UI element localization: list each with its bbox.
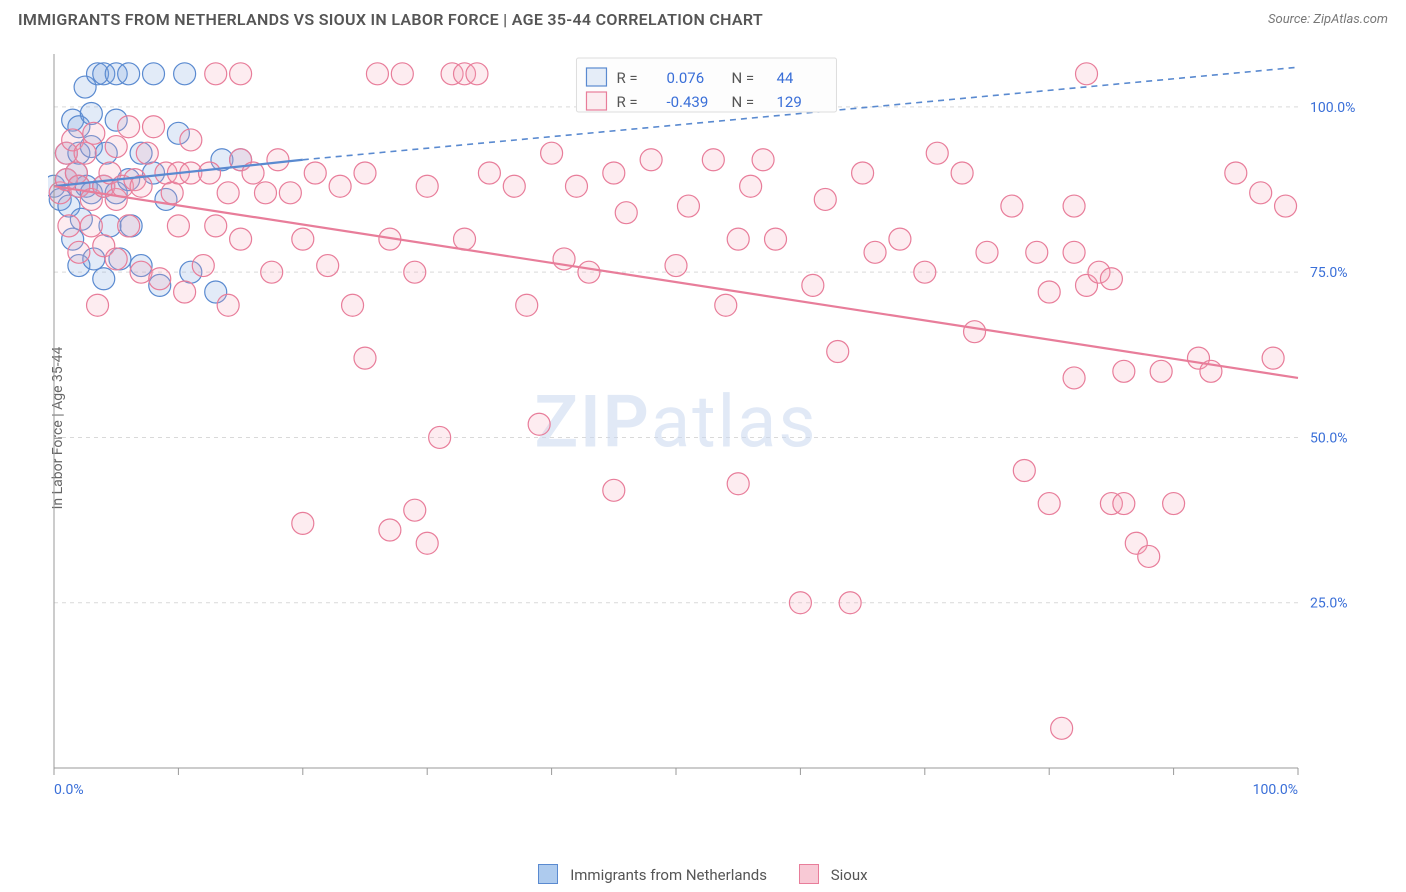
chart-title: IMMIGRANTS FROM NETHERLANDS VS SIOUX IN … bbox=[18, 10, 763, 29]
svg-text:R =: R = bbox=[616, 93, 637, 111]
svg-text:50.0%: 50.0% bbox=[1310, 430, 1348, 446]
svg-text:44: 44 bbox=[776, 69, 793, 87]
legend-item-sioux: Sioux bbox=[799, 864, 868, 884]
source-label: Source: ZipAtlas.com bbox=[1268, 12, 1388, 27]
plot-area: In Labor Force | Age 35-44 ZIPatlas25.0%… bbox=[48, 48, 1368, 808]
svg-text:N =: N = bbox=[731, 69, 754, 87]
svg-text:ZIPatlas: ZIPatlas bbox=[534, 380, 817, 465]
svg-text:75.0%: 75.0% bbox=[1310, 265, 1348, 281]
svg-text:R =: R = bbox=[616, 69, 637, 87]
svg-text:100.0%: 100.0% bbox=[1253, 782, 1298, 798]
svg-text:25.0%: 25.0% bbox=[1310, 596, 1348, 612]
title-row: IMMIGRANTS FROM NETHERLANDS VS SIOUX IN … bbox=[0, 0, 1406, 35]
legend-label-netherlands: Immigrants from Netherlands bbox=[570, 866, 767, 884]
legend-item-netherlands: Immigrants from Netherlands bbox=[538, 864, 767, 884]
svg-text:0.076: 0.076 bbox=[666, 69, 704, 87]
svg-text:129: 129 bbox=[776, 93, 801, 111]
svg-text:100.0%: 100.0% bbox=[1310, 100, 1355, 116]
svg-text:0.0%: 0.0% bbox=[54, 782, 84, 798]
legend-bottom: Immigrants from Netherlands Sioux bbox=[0, 864, 1406, 884]
svg-text:N =: N = bbox=[731, 93, 754, 111]
legend-top-box: R = 0.076 N = 44 R = -0.439 N = 129 bbox=[576, 58, 836, 112]
legend-swatch-sioux bbox=[799, 864, 819, 884]
svg-text:-0.439: -0.439 bbox=[666, 93, 708, 111]
scatter-svg: ZIPatlas 25.0% 50.0% 75.0% 100.0% 0.0% 100.0% R… bbox=[48, 48, 1368, 808]
legend-label-sioux: Sioux bbox=[831, 866, 868, 884]
legend-swatch-netherlands bbox=[538, 864, 558, 884]
